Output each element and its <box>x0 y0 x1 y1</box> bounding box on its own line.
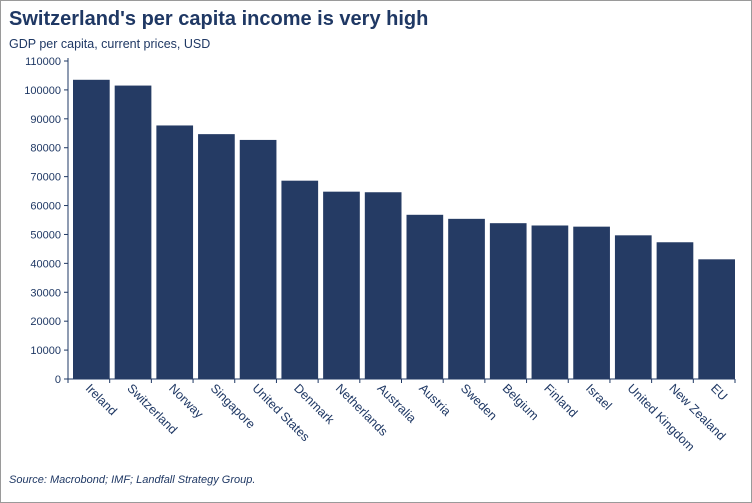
y-tick-label: 0 <box>55 374 61 386</box>
bar-united-kingdom <box>614 235 652 379</box>
y-tick-label: 100000 <box>24 85 61 97</box>
bar-eu <box>698 259 735 379</box>
bar-sweden <box>448 218 485 379</box>
chart-subtitle: GDP per capita, current prices, USD <box>9 37 211 51</box>
bar-belgium <box>489 223 527 379</box>
y-tick-label: 30000 <box>30 287 61 299</box>
bar-united-states <box>239 139 277 379</box>
bar-finland <box>531 225 569 379</box>
bar-ireland <box>73 79 110 380</box>
y-tick-label: 50000 <box>30 229 61 241</box>
chart-title: Switzerland's per capita income is very … <box>9 8 429 30</box>
bar-singapore <box>198 134 235 379</box>
y-tick-label: 20000 <box>30 316 61 328</box>
bar-denmark <box>281 180 319 379</box>
y-tick-label: 110000 <box>25 56 61 68</box>
y-tick-label: 80000 <box>30 143 61 155</box>
y-tick-label: 40000 <box>30 258 61 270</box>
bar-switzerland <box>114 85 152 379</box>
bar-norway <box>156 125 194 379</box>
bar-austria <box>406 214 444 379</box>
x-tick-label: Austria <box>416 381 453 418</box>
x-tick-label: EU <box>708 381 730 403</box>
x-tick-label: Belgium <box>500 381 542 423</box>
x-tick-label: Ireland <box>83 381 120 418</box>
x-tick-label: Sweden <box>458 381 500 423</box>
x-tick-label: Norway <box>166 381 206 421</box>
bar-netherlands <box>323 191 360 379</box>
bar-israel <box>573 226 610 379</box>
source-note: Source: Macrobond; IMF; Landfall Strateg… <box>9 474 256 486</box>
x-tick-label: Finland <box>541 381 580 420</box>
bar-australia <box>364 192 402 379</box>
y-tick-label: 60000 <box>30 201 61 213</box>
y-tick-label: 10000 <box>30 345 61 357</box>
y-tick-label: 70000 <box>30 172 61 184</box>
bar-new-zealand <box>656 242 694 379</box>
y-tick-label: 90000 <box>30 114 61 126</box>
x-tick-label: Israel <box>583 381 615 413</box>
